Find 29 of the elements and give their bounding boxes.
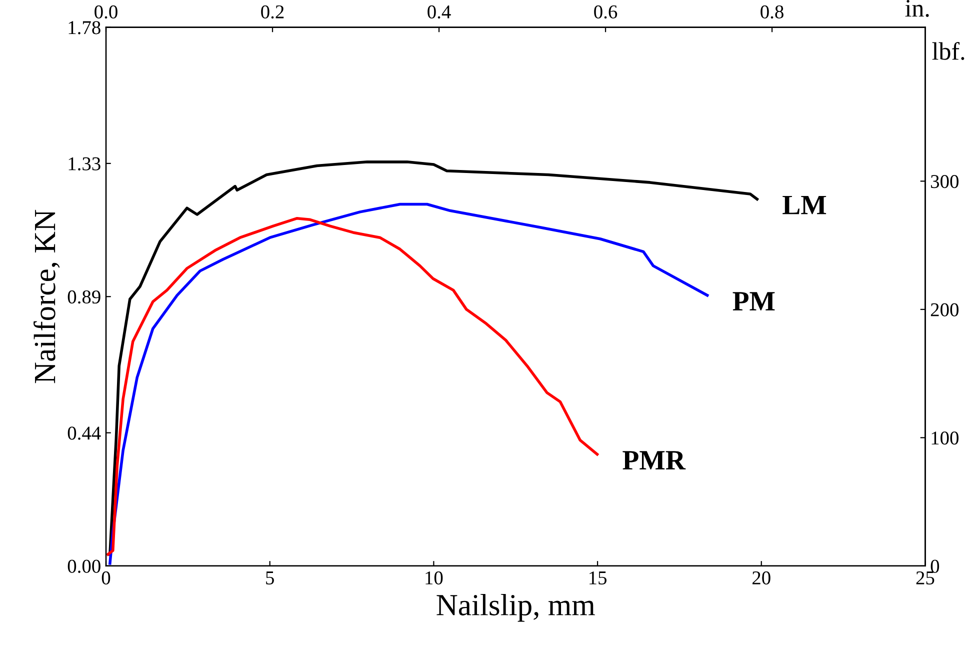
x-tick-label: 25 (916, 571, 934, 584)
y-tick-label: 0.00 (68, 560, 100, 573)
line-series (106, 216, 599, 556)
y2-tick-label: 300 (931, 174, 959, 188)
y-tick-label: 0.44 (68, 426, 101, 440)
x-axis-title: Nailslip, mm (436, 594, 595, 622)
x-tick-label: 10 (426, 571, 443, 584)
x-tick-label: 0 (102, 571, 110, 584)
x-tick-label: 15 (590, 571, 606, 584)
y2-tick-label: 200 (930, 303, 959, 316)
y2-tick-label: 0 (930, 560, 940, 573)
y-tick-label: 1.78 (68, 21, 100, 34)
x2-tick-label: 0.4 (428, 5, 451, 19)
x2-axis-title: in. (905, 0, 929, 17)
y-tick-label: 0.89 (68, 290, 100, 304)
series-label: PMR (622, 451, 686, 470)
x2-tick-label: 0.0 (94, 5, 118, 19)
y2-axis-title: lbf. (932, 42, 964, 60)
x-tick-label: 20 (752, 571, 770, 584)
x2-tick-label: 0.2 (261, 5, 284, 19)
y-tick-label: 1.33 (68, 157, 100, 170)
x2-tick-label: 0.8 (760, 5, 784, 19)
series-label: PM (732, 292, 775, 310)
y2-tick-label: 100 (932, 431, 959, 445)
line-series (108, 202, 709, 565)
x-tick-label: 5 (266, 572, 274, 584)
series-label: LM (782, 196, 826, 214)
y-axis-title: Nailforce, KN (34, 210, 60, 384)
x2-tick-label: 0.6 (594, 5, 618, 19)
